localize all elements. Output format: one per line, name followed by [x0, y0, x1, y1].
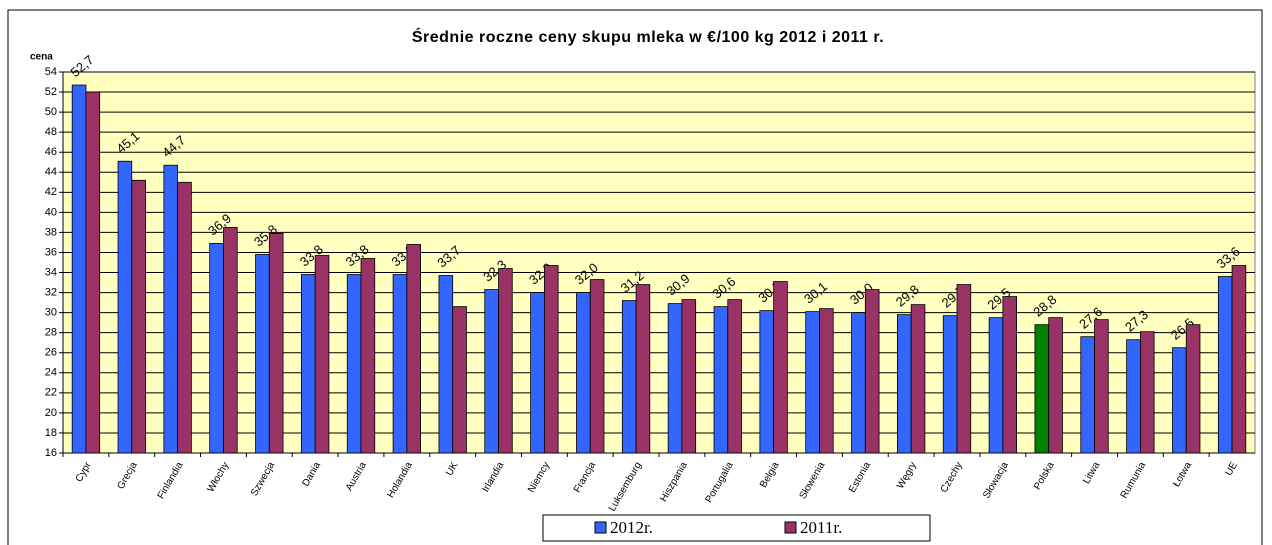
bar [910, 304, 926, 454]
bar [1172, 347, 1187, 454]
bar [635, 284, 651, 454]
bar [589, 279, 605, 454]
bar [452, 306, 467, 454]
bar [1094, 319, 1109, 454]
bar [314, 255, 330, 454]
bar [392, 274, 408, 454]
legend-swatch [784, 521, 797, 534]
bar [543, 265, 559, 454]
y-tick-label: 24 [45, 367, 57, 379]
y-tick-label: 20 [45, 407, 57, 419]
bar [406, 244, 422, 454]
bar [1048, 317, 1063, 454]
bar [681, 299, 697, 454]
y-tick-label: 36 [45, 246, 57, 258]
bar [897, 314, 912, 454]
y-tick-label: 48 [45, 126, 57, 138]
bar [759, 310, 775, 454]
bar [1034, 324, 1050, 454]
bar [163, 164, 179, 454]
y-tick-label: 34 [45, 266, 57, 278]
y-tick-label: 42 [45, 186, 57, 198]
bar [1185, 324, 1201, 454]
y-tick-label: 38 [45, 226, 57, 238]
bar [255, 254, 270, 454]
bar [498, 268, 513, 454]
bar [1139, 331, 1155, 454]
bar [819, 308, 834, 454]
bar [988, 317, 1004, 454]
bar [1217, 276, 1233, 454]
bar [727, 299, 742, 454]
bar [177, 181, 192, 454]
y-tick-label: 44 [45, 166, 57, 178]
bar [851, 312, 866, 454]
bar [576, 292, 591, 454]
bar [1231, 265, 1247, 454]
bar [71, 84, 87, 454]
bar [864, 289, 880, 454]
bar [713, 306, 729, 454]
bar [223, 227, 238, 454]
bar [117, 160, 133, 454]
bar [667, 303, 683, 454]
bar [621, 300, 637, 454]
bar [360, 258, 376, 454]
bar [530, 292, 545, 454]
bar [956, 284, 972, 454]
legend-box [542, 514, 931, 542]
y-tick-label: 28 [45, 327, 57, 339]
y-tick-label: 54 [45, 66, 57, 78]
chart-title: Średnie roczne ceny skupu mleka w €/100 … [412, 27, 884, 46]
bar [85, 91, 101, 454]
y-tick-label: 50 [45, 106, 57, 118]
y-axis-label: cena [30, 52, 53, 63]
y-tick-label: 46 [45, 146, 57, 158]
bar [773, 281, 788, 454]
bar [346, 274, 362, 454]
legend-swatch [594, 521, 607, 534]
plot-area [62, 71, 1256, 454]
y-tick-label: 52 [45, 86, 57, 98]
y-tick-label: 32 [45, 286, 57, 298]
bar [1002, 296, 1017, 454]
bar [268, 233, 284, 454]
legend-label: 2011r. [800, 518, 842, 537]
y-tick-label: 40 [45, 206, 57, 218]
bar [1126, 339, 1141, 454]
y-tick-label: 16 [45, 447, 57, 459]
bar [484, 289, 499, 454]
y-tick-label: 18 [45, 427, 57, 439]
y-tick-label: 22 [45, 387, 57, 399]
legend: 2012r. 2011r. [542, 514, 931, 542]
bar [942, 315, 958, 454]
bar [300, 274, 316, 454]
y-tick-label: 30 [45, 307, 57, 319]
bar [209, 243, 224, 454]
bar [438, 275, 454, 454]
bar [131, 179, 146, 454]
legend-label: 2012r. [610, 518, 653, 537]
bar [1080, 336, 1095, 454]
bar [805, 311, 820, 454]
y-tick-label: 26 [45, 347, 57, 359]
